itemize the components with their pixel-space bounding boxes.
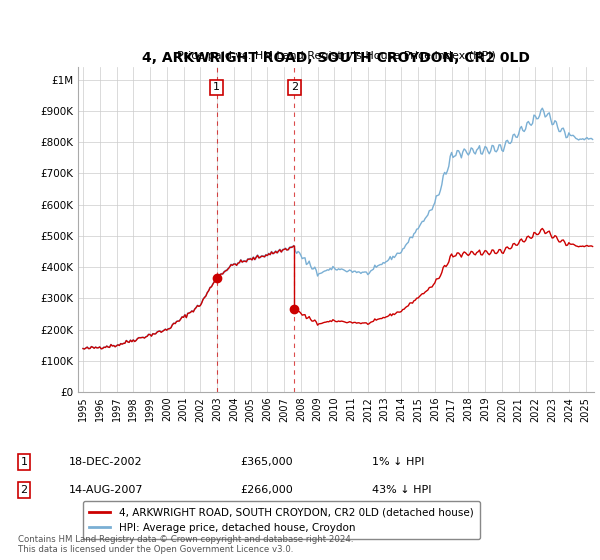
Text: Price paid vs. HM Land Registry's House Price Index (HPI): Price paid vs. HM Land Registry's House … <box>176 51 496 60</box>
Text: 1: 1 <box>20 457 28 467</box>
Text: 2: 2 <box>291 82 298 92</box>
Text: 1: 1 <box>213 82 220 92</box>
Text: 18-DEC-2002: 18-DEC-2002 <box>69 457 143 467</box>
Text: £266,000: £266,000 <box>240 485 293 495</box>
Text: 14-AUG-2007: 14-AUG-2007 <box>69 485 143 495</box>
Text: £365,000: £365,000 <box>240 457 293 467</box>
Text: Contains HM Land Registry data © Crown copyright and database right 2024.
This d: Contains HM Land Registry data © Crown c… <box>18 535 353 554</box>
Title: 4, ARKWRIGHT ROAD, SOUTH CROYDON, CR2 0LD: 4, ARKWRIGHT ROAD, SOUTH CROYDON, CR2 0L… <box>142 50 530 64</box>
Text: 2: 2 <box>20 485 28 495</box>
Legend: 4, ARKWRIGHT ROAD, SOUTH CROYDON, CR2 0LD (detached house), HPI: Average price, : 4, ARKWRIGHT ROAD, SOUTH CROYDON, CR2 0L… <box>83 501 479 539</box>
Text: 1% ↓ HPI: 1% ↓ HPI <box>372 457 424 467</box>
Text: 43% ↓ HPI: 43% ↓ HPI <box>372 485 431 495</box>
